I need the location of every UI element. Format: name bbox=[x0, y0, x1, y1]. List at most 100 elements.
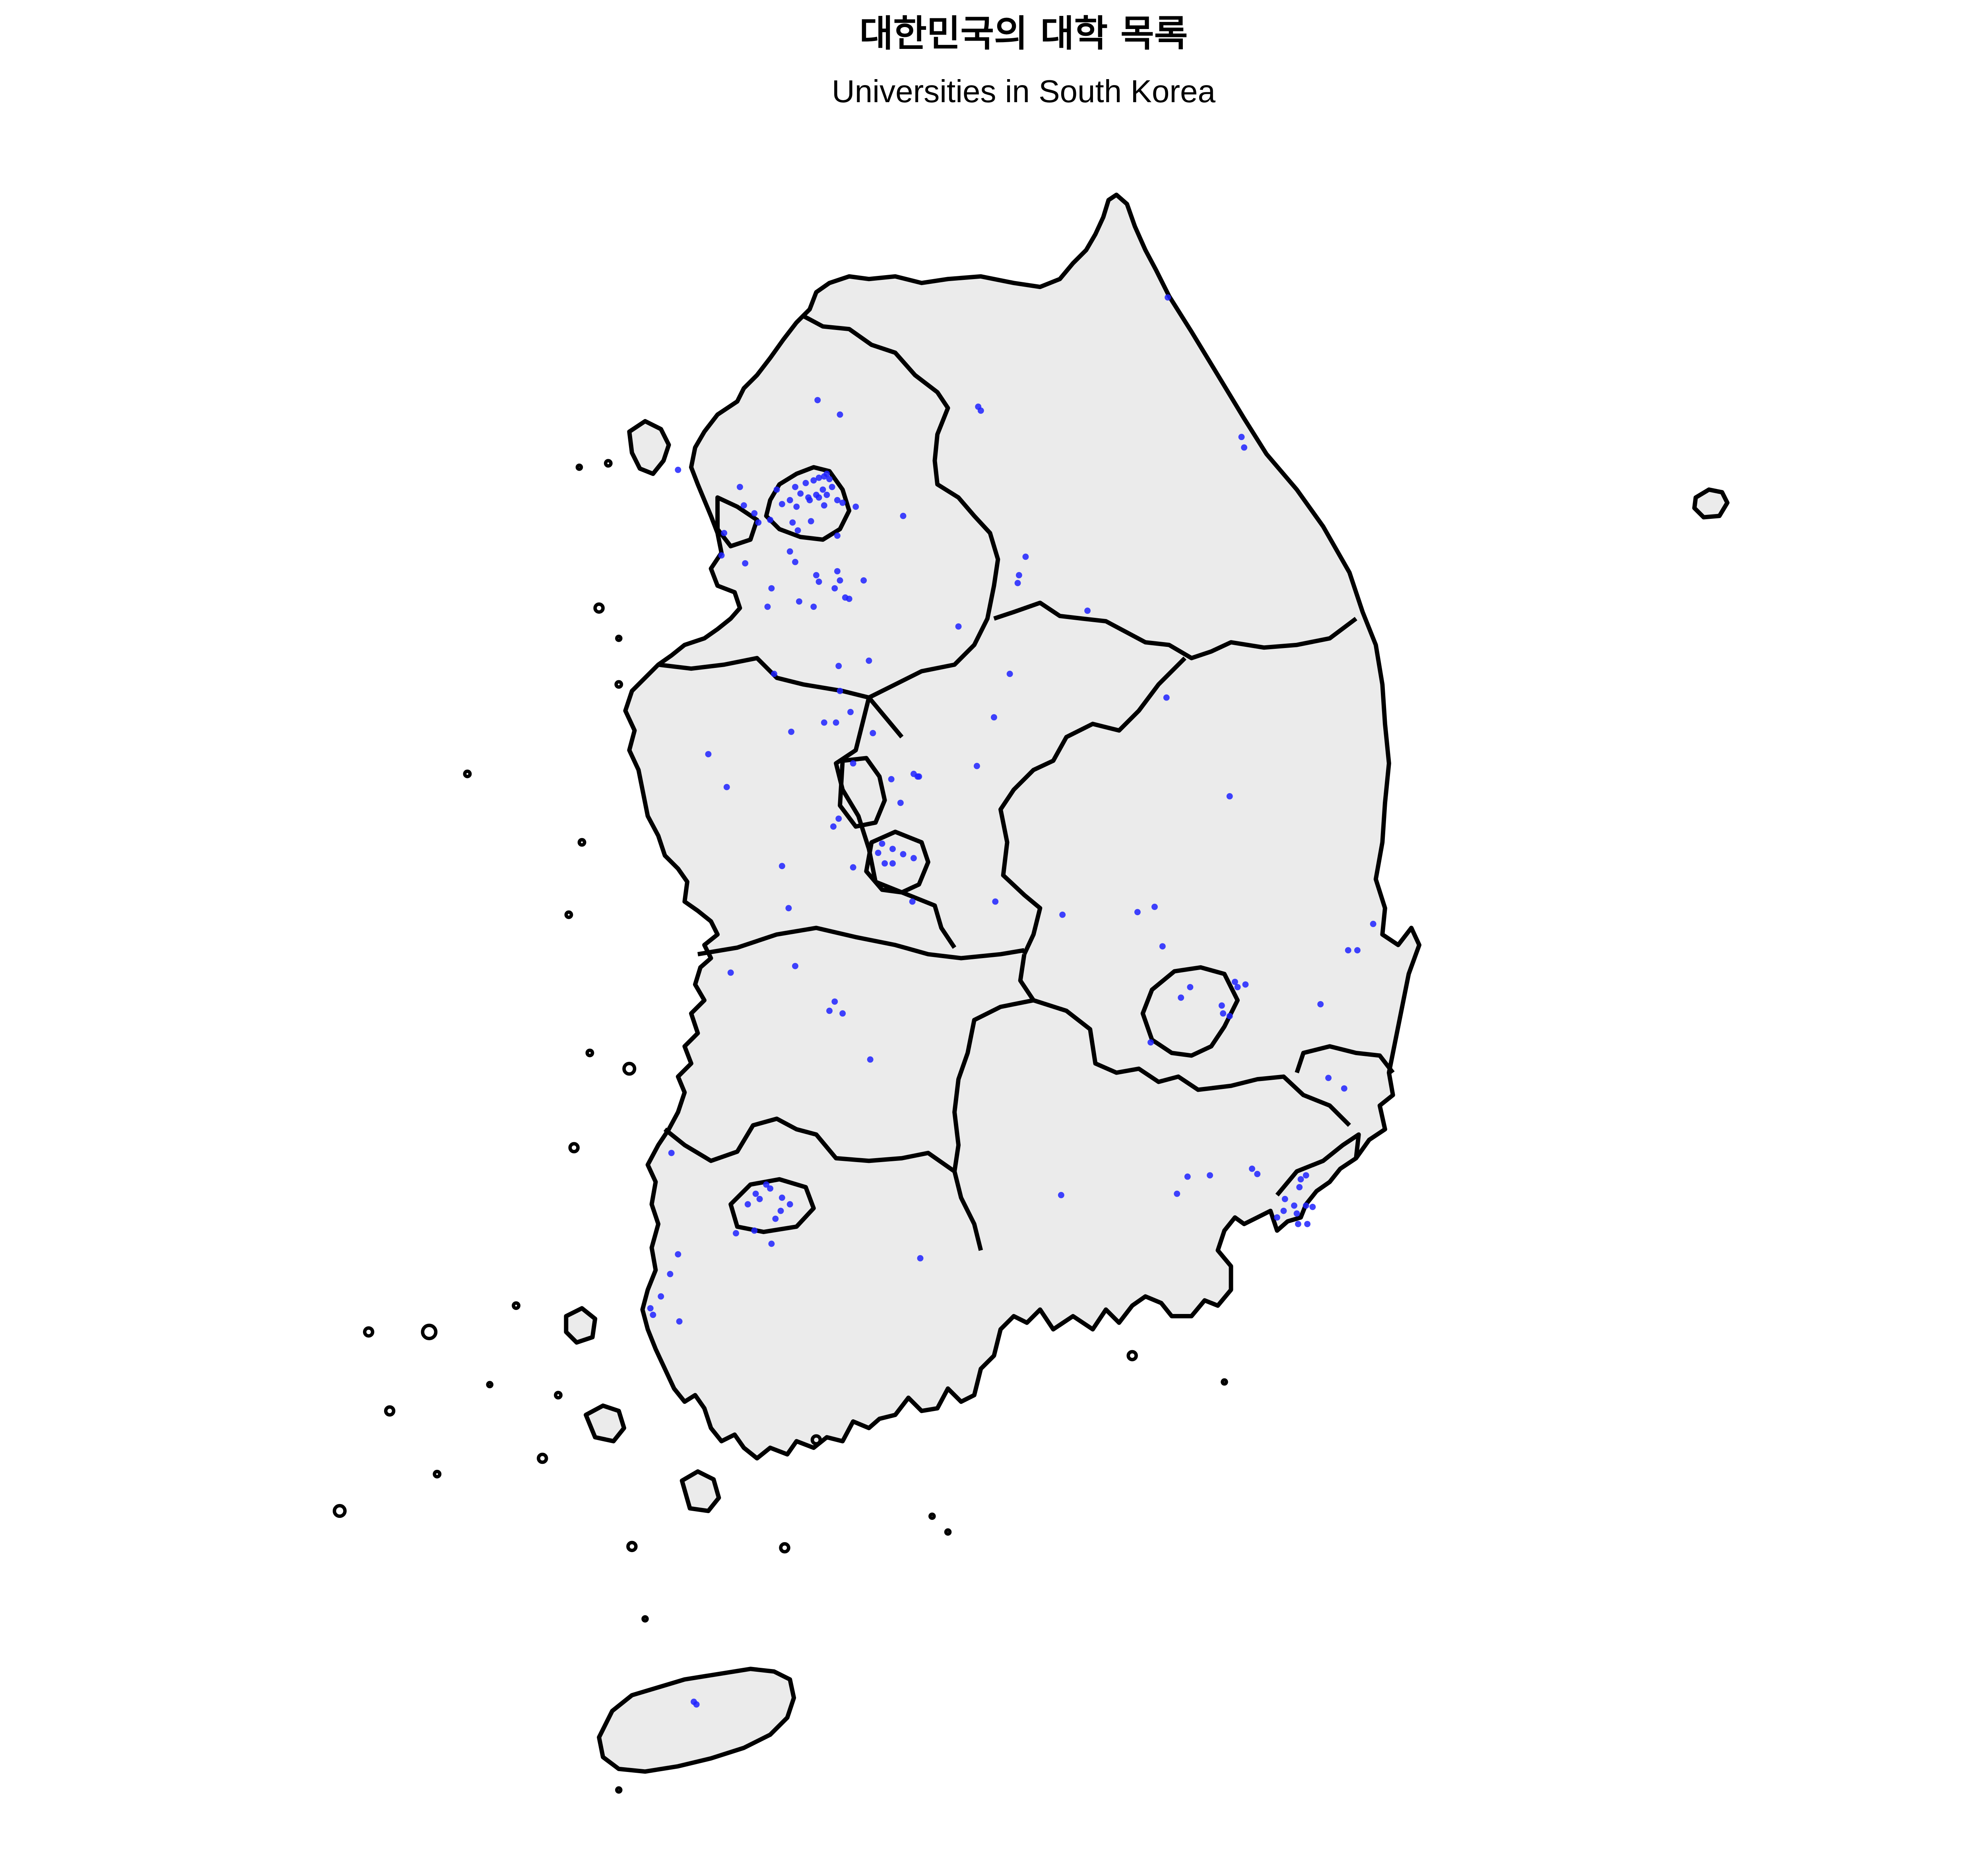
university-marker bbox=[1174, 1190, 1180, 1197]
university-marker bbox=[1291, 1202, 1297, 1209]
university-marker bbox=[834, 497, 841, 503]
university-marker bbox=[875, 850, 881, 856]
university-marker bbox=[1317, 1001, 1324, 1007]
university-marker bbox=[955, 623, 962, 630]
university-marker bbox=[1058, 1192, 1064, 1198]
university-marker bbox=[821, 502, 827, 509]
university-marker bbox=[831, 585, 838, 592]
university-marker bbox=[1220, 1010, 1227, 1017]
university-marker bbox=[718, 552, 725, 559]
university-marker bbox=[802, 480, 809, 486]
university-marker bbox=[900, 851, 907, 858]
university-marker bbox=[810, 477, 817, 484]
university-marker bbox=[788, 728, 795, 735]
university-marker bbox=[837, 688, 843, 694]
university-marker bbox=[675, 1251, 681, 1258]
university-marker bbox=[847, 709, 854, 715]
university-marker bbox=[1297, 1176, 1304, 1183]
university-marker bbox=[1304, 1221, 1311, 1227]
university-marker bbox=[839, 499, 846, 506]
university-marker bbox=[1295, 1221, 1301, 1227]
university-marker bbox=[835, 663, 842, 670]
university-marker bbox=[751, 510, 758, 517]
university-marker bbox=[740, 502, 747, 509]
university-marker bbox=[792, 559, 798, 565]
land-layer bbox=[564, 192, 1730, 1774]
sw-island-1 bbox=[584, 1403, 626, 1444]
university-marker bbox=[786, 548, 793, 555]
gyeongbuk-gyeongnam-border bbox=[1033, 998, 1351, 1127]
sw-island-3 bbox=[564, 1306, 598, 1345]
ulleungdo bbox=[1692, 487, 1730, 520]
university-marker bbox=[786, 497, 793, 503]
university-marker bbox=[767, 516, 774, 523]
university-marker bbox=[1234, 984, 1241, 990]
university-marker bbox=[768, 585, 775, 592]
jeonbuk-jeonnam-border bbox=[663, 1116, 956, 1173]
university-marker bbox=[721, 530, 728, 536]
university-marker bbox=[796, 598, 802, 605]
university-marker bbox=[991, 714, 997, 721]
university-marker bbox=[829, 483, 835, 490]
university-marker bbox=[1022, 553, 1029, 560]
university-marker bbox=[897, 800, 904, 806]
university-marker bbox=[1014, 580, 1021, 586]
university-marker bbox=[658, 1293, 664, 1300]
map-subtitle: Universities in South Korea bbox=[832, 74, 1215, 109]
university-marker bbox=[1280, 1207, 1287, 1214]
university-marker bbox=[1015, 572, 1022, 578]
gangwon-chungbuk-border bbox=[993, 600, 1357, 660]
university-marker bbox=[1163, 694, 1170, 701]
university-marker bbox=[1165, 294, 1171, 301]
incheon-border bbox=[715, 495, 759, 549]
university-marker bbox=[833, 719, 839, 726]
university-marker bbox=[815, 474, 822, 481]
university-marker bbox=[1241, 444, 1248, 451]
university-marker bbox=[837, 411, 843, 418]
university-marker bbox=[866, 657, 872, 664]
university-marker bbox=[1370, 921, 1376, 927]
university-marker bbox=[675, 466, 681, 473]
university-marker bbox=[1187, 984, 1194, 990]
university-marker bbox=[668, 1150, 675, 1156]
university-marker bbox=[1345, 947, 1351, 954]
jeju-island bbox=[597, 1667, 796, 1774]
university-marker bbox=[1134, 909, 1141, 916]
university-marker bbox=[733, 1230, 739, 1236]
university-marker bbox=[826, 1007, 833, 1014]
university-marker bbox=[1059, 911, 1066, 918]
university-marker bbox=[667, 1271, 674, 1277]
university-marker bbox=[813, 572, 819, 578]
university-marker bbox=[815, 494, 822, 501]
university-marker bbox=[771, 671, 777, 677]
university-marker bbox=[1242, 981, 1249, 988]
university-marker bbox=[1218, 1002, 1225, 1009]
university-marker bbox=[736, 483, 743, 490]
university-marker bbox=[763, 1181, 770, 1188]
university-marker bbox=[1309, 1203, 1316, 1210]
university-marker bbox=[650, 1312, 656, 1318]
university-marker bbox=[1325, 1075, 1332, 1081]
university-marker bbox=[870, 730, 876, 736]
university-marker bbox=[889, 860, 896, 867]
university-marker bbox=[823, 491, 830, 498]
university-marker bbox=[1293, 1210, 1300, 1217]
university-marker bbox=[826, 476, 833, 482]
chungbuk-gyeongbuk-border bbox=[998, 656, 1186, 955]
university-marker bbox=[797, 490, 804, 497]
university-marker bbox=[1151, 903, 1158, 910]
university-marker bbox=[779, 501, 785, 507]
university-marker bbox=[789, 519, 796, 526]
university-marker bbox=[806, 497, 813, 503]
daejeon-border bbox=[864, 829, 930, 895]
university-marker bbox=[647, 1305, 654, 1312]
university-marker bbox=[794, 527, 801, 534]
university-marker bbox=[723, 784, 730, 790]
university-marker bbox=[888, 776, 895, 782]
university-marker bbox=[1147, 1039, 1154, 1046]
university-marker bbox=[1226, 793, 1233, 800]
mainland bbox=[623, 192, 1421, 1461]
chungnam-jeonbuk-border bbox=[697, 926, 1025, 961]
university-marker bbox=[977, 407, 984, 414]
university-marker bbox=[837, 577, 843, 584]
